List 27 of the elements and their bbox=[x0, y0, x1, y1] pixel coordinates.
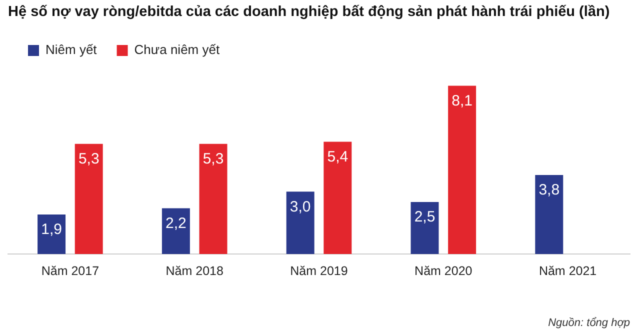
bar bbox=[410, 202, 439, 254]
x-tick-label: Năm 2018 bbox=[166, 264, 224, 278]
data-label: 2,2 bbox=[166, 214, 186, 232]
bar bbox=[199, 144, 228, 254]
data-label: 8,1 bbox=[452, 92, 472, 110]
data-label: 2,5 bbox=[414, 208, 436, 226]
data-label: 5,4 bbox=[327, 148, 348, 166]
bar bbox=[535, 175, 564, 254]
bar bbox=[38, 214, 66, 254]
x-tick-label: Năm 2019 bbox=[290, 264, 348, 278]
data-label: 1,9 bbox=[41, 221, 62, 238]
x-tick-label: Năm 2017 bbox=[41, 264, 100, 278]
data-label: 5,3 bbox=[202, 150, 224, 168]
data-label: 3,0 bbox=[290, 198, 311, 216]
text: Nguồn: tổng hợp bbox=[548, 317, 630, 329]
bar bbox=[162, 208, 190, 254]
x-tick-label: Năm 2020 bbox=[414, 264, 472, 278]
legend-label: Niêm yết bbox=[46, 42, 98, 58]
bar bbox=[448, 86, 476, 254]
bar bbox=[286, 192, 314, 254]
x-tick-label: Năm 2021 bbox=[538, 264, 597, 278]
legend-label: Chưa niêm yết bbox=[134, 42, 220, 58]
bar bbox=[74, 144, 103, 254]
bar bbox=[324, 142, 352, 254]
data-label: 5,3 bbox=[78, 150, 100, 168]
data-label: 3,8 bbox=[538, 182, 560, 199]
chart-title: Hệ số nợ vay ròng/ebitda của các doanh nghiệp bất động sản phát hành trái phiếu (lần) bbox=[8, 4, 610, 20]
